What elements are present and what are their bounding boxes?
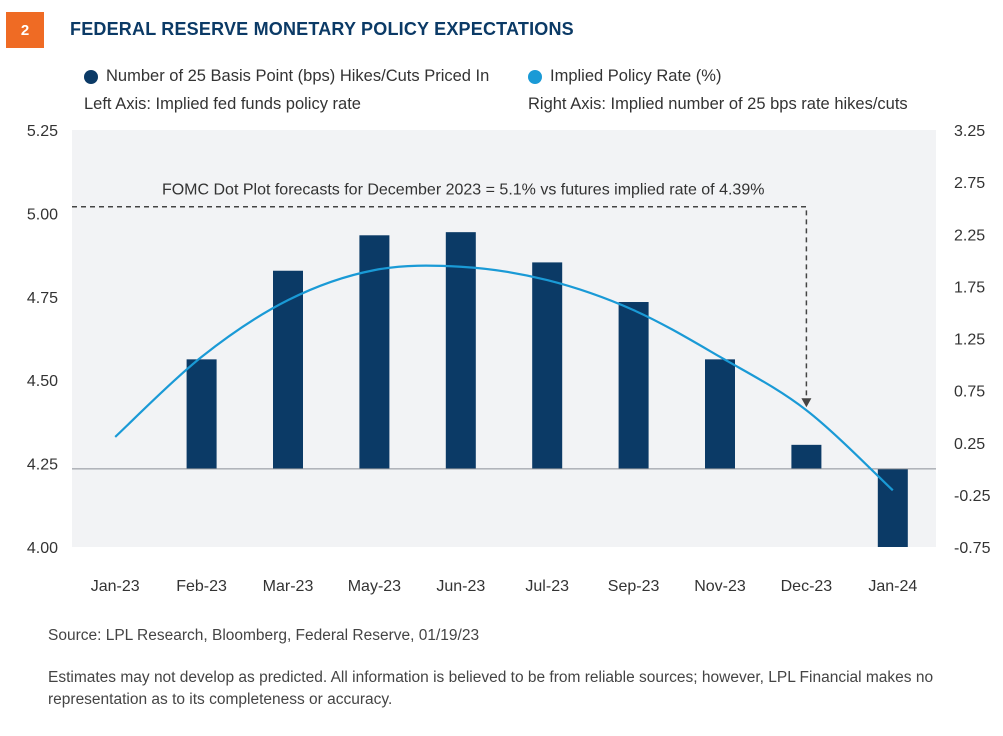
policy-expectations-chart: 5.25 5.00 4.75 4.50 4.25 4.00 3.25 2.75 2.25 1.75…: [27, 123, 991, 595]
legend-label-bars: Number of 25 Basis Point (bps) Hikes/Cut…: [106, 67, 490, 85]
x-axis-tick: Dec-23: [781, 578, 833, 595]
bar: [705, 359, 735, 469]
left-axis-tick: 4.75: [27, 290, 58, 307]
right-axis-tick: 1.75: [954, 279, 985, 296]
legend-swatch-bars: [84, 69, 98, 84]
right-axis-tick: 0.75: [954, 384, 985, 401]
x-axis-tick: Jan-23: [91, 578, 140, 595]
disclaimer-note: Estimates may not develop as predicted. …: [48, 669, 934, 708]
x-axis-tick: Sep-23: [608, 578, 660, 595]
plot-area: [72, 130, 936, 547]
legend-label-line: Implied Policy Rate (%): [550, 67, 722, 85]
bar: [618, 302, 649, 469]
bar: [532, 262, 563, 469]
bar: [791, 444, 822, 469]
right-axis-tick: 2.75: [954, 175, 985, 192]
left-axis-tick: 5.25: [27, 123, 58, 140]
right-axis-tick: 2.25: [954, 227, 985, 244]
legend-item-bars: Number of 25 Basis Point (bps) Hikes/Cut…: [84, 67, 489, 86]
annotation-arrowhead: [801, 398, 812, 408]
right-axis-tick: 3.25: [954, 123, 985, 140]
chart-title: FEDERAL RESERVE MONETARY POLICY EXPECTAT…: [70, 19, 574, 39]
bar: [359, 235, 390, 469]
source-note: Source: LPL Research, Bloomberg, Federal…: [48, 627, 480, 644]
x-axis-tick: Jul-23: [525, 578, 569, 595]
right-axis-note: Right Axis: Implied number of 25 bps rat…: [528, 95, 908, 113]
right-axis-tick: 0.25: [954, 436, 985, 453]
implied-rate-line: [114, 264, 894, 492]
annotation-text: FOMC Dot Plot forecasts for December 202…: [162, 182, 764, 199]
right-axis-tick: 1.25: [954, 332, 985, 349]
x-axis-tick: Mar-23: [263, 578, 314, 595]
bar: [273, 270, 303, 469]
right-axis-tick: -0.75: [954, 540, 991, 557]
bar: [186, 359, 217, 469]
right-axis-tick: -0.25: [954, 488, 991, 505]
x-axis-tick: Jun-23: [436, 578, 485, 595]
x-axis-tick: May-23: [348, 578, 401, 595]
left-axis-tick: 4.25: [27, 457, 58, 474]
left-axis-tick: 4.00: [27, 540, 58, 557]
left-axis-note: Left Axis: Implied fed funds policy rate: [84, 95, 361, 113]
legend-item-line: Implied Policy Rate (%): [528, 67, 721, 86]
bar: [445, 232, 476, 469]
x-axis-tick: Nov-23: [694, 578, 746, 595]
left-axis-tick: 4.50: [27, 373, 58, 390]
x-axis-tick: Jan-24: [868, 578, 917, 595]
chart-number-badge: 2: [6, 12, 44, 48]
left-axis-tick: 5.00: [27, 206, 58, 223]
x-axis-tick: Feb-23: [176, 578, 227, 595]
annotation-dashed-line: [72, 205, 808, 401]
legend-swatch-line: [528, 69, 542, 84]
